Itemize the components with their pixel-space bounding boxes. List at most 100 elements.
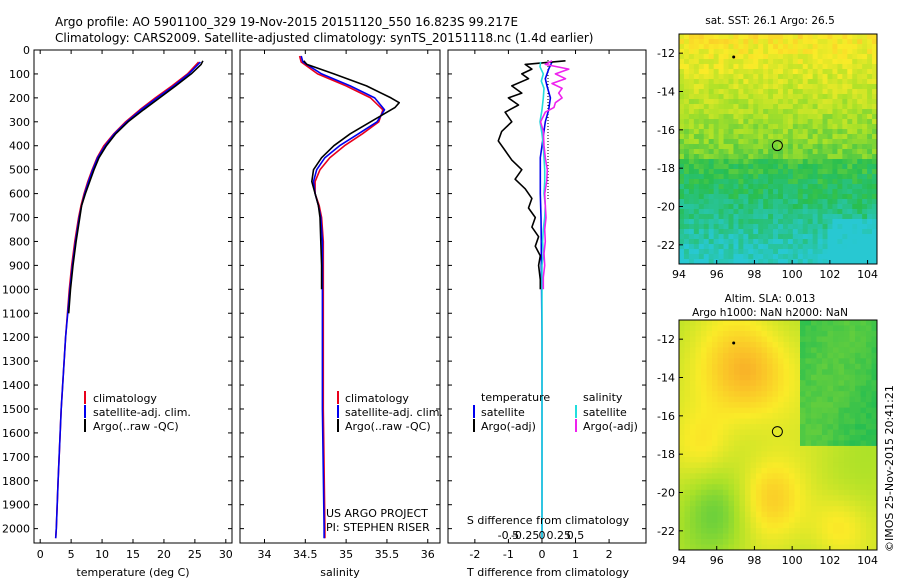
map-cell <box>679 249 685 255</box>
map-cell <box>712 506 718 513</box>
map-cell <box>739 467 746 474</box>
map-cell <box>712 495 718 502</box>
map-cell <box>837 149 843 155</box>
map-cell <box>703 54 710 60</box>
map-cell <box>852 94 858 100</box>
map-cell <box>807 154 814 160</box>
map-cell <box>802 199 809 205</box>
map-cell <box>753 209 759 215</box>
map-cell <box>860 418 867 425</box>
map-cell <box>849 484 856 491</box>
map-cell <box>811 402 817 409</box>
map-cell <box>690 489 696 496</box>
map-cell <box>763 189 769 195</box>
map-cell <box>695 495 702 502</box>
map-cell <box>807 254 814 260</box>
map-cell <box>728 209 734 215</box>
map-cell <box>792 49 799 55</box>
map-cell <box>772 456 779 463</box>
map-cell <box>739 440 746 447</box>
map-cell <box>772 528 779 534</box>
map-cell <box>842 189 848 195</box>
map-cell <box>838 363 845 370</box>
map-cell <box>800 467 806 474</box>
map-cell <box>768 169 774 175</box>
map-cell <box>857 219 863 225</box>
difference-legend-s-satellite: satellite <box>583 406 627 419</box>
map-cell <box>763 149 769 155</box>
map-cell <box>763 204 769 210</box>
map-cell <box>728 374 735 381</box>
map-cell <box>761 396 768 403</box>
map-cell <box>723 194 729 200</box>
map-cell <box>728 204 734 210</box>
map-cell <box>712 374 718 381</box>
map-cell <box>693 89 700 95</box>
map-cell <box>833 325 839 332</box>
map-cell <box>871 418 878 425</box>
map-cell <box>690 347 696 354</box>
map-cell <box>778 84 784 90</box>
map-cell <box>743 84 749 90</box>
map-cell <box>690 413 696 419</box>
map-cell <box>701 522 707 529</box>
map-cell <box>693 49 700 55</box>
map-cell <box>838 500 845 507</box>
map-cell <box>718 174 724 180</box>
map-cell <box>860 429 867 436</box>
map-cell <box>797 189 804 195</box>
map-cell <box>706 413 713 419</box>
map-cell <box>733 49 739 55</box>
map-cell <box>758 149 764 155</box>
map-cell <box>706 440 713 447</box>
map-cell <box>738 199 744 205</box>
map-cell <box>772 429 779 436</box>
map-cell <box>842 59 848 65</box>
map-cell <box>872 34 878 40</box>
map-cell <box>679 385 685 392</box>
map-cell <box>872 44 878 50</box>
map-cell <box>838 489 845 496</box>
map-cell <box>733 154 739 160</box>
map-cell <box>812 54 818 60</box>
map-cell <box>706 511 713 518</box>
map-cell <box>708 114 715 120</box>
map-cell <box>772 391 779 398</box>
map-cell <box>860 473 867 480</box>
map-cell <box>800 528 806 534</box>
map-cell <box>703 124 710 130</box>
map-cell <box>679 184 685 190</box>
map-cell <box>718 134 724 140</box>
map-cell <box>733 119 739 125</box>
map-cell <box>822 533 828 540</box>
map-cell <box>717 506 724 513</box>
map-cell <box>706 402 713 409</box>
map-cell <box>717 489 724 496</box>
map-cell <box>844 462 850 469</box>
map-cell <box>782 119 789 125</box>
map-cell <box>748 124 754 130</box>
map-cell <box>866 522 872 529</box>
map-cell <box>763 94 769 100</box>
map-cell <box>679 79 685 85</box>
map-cell <box>842 94 848 100</box>
map-cell <box>767 402 773 409</box>
map-cell <box>787 159 794 165</box>
map-cell <box>684 341 691 348</box>
map-cell <box>753 239 759 245</box>
map-cell <box>837 179 843 185</box>
map-cell <box>860 341 867 348</box>
map-cell <box>827 164 833 170</box>
map-cell <box>842 244 848 250</box>
map-cell <box>849 418 856 425</box>
map-cell <box>713 109 719 115</box>
map-cell <box>827 385 834 392</box>
map-cell <box>728 473 735 480</box>
map-cell <box>712 358 718 365</box>
map-cell <box>718 219 724 225</box>
map-cell <box>718 54 724 60</box>
map-cell <box>787 244 794 250</box>
map-cell <box>812 49 818 55</box>
map-cell <box>802 54 809 60</box>
map-cell <box>695 440 702 447</box>
